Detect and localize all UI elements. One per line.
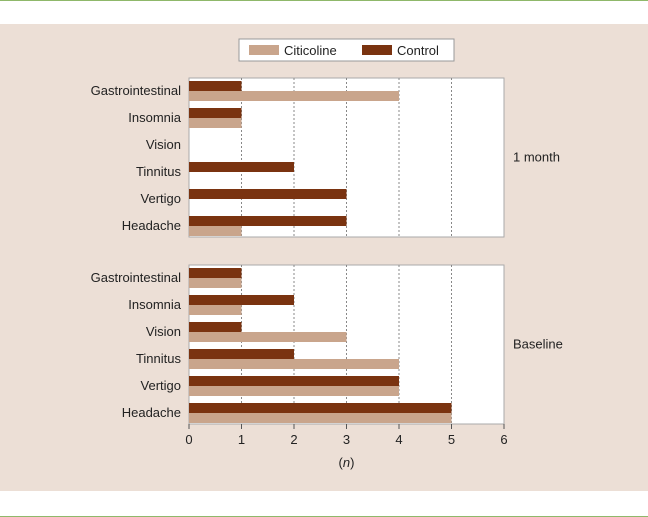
bar-control-vision	[189, 322, 242, 332]
bar-citicoline-headache	[189, 226, 242, 236]
plot-area-0	[188, 77, 505, 238]
bar-control-tinnitus	[189, 162, 294, 172]
bar-control-vertigo	[189, 189, 347, 199]
bar-control-headache	[189, 403, 452, 413]
plot-area-1	[188, 264, 505, 425]
bar-citicoline-tinnitus	[189, 359, 399, 369]
category-label: Gastrointestinal	[91, 83, 181, 98]
category-label: Headache	[122, 405, 181, 420]
bar-control-gastrointestinal	[189, 268, 242, 278]
panel-label: 1 month	[513, 150, 560, 165]
bar-citicoline-insomnia	[189, 305, 242, 315]
panel-label: Baseline	[513, 337, 563, 352]
bar-citicoline-gastrointestinal	[189, 91, 399, 101]
bar-control-insomnia	[189, 295, 294, 305]
legend-swatch-citicoline	[249, 45, 279, 55]
bar-citicoline-insomnia	[189, 118, 242, 128]
x-tick-label: 1	[238, 432, 245, 447]
category-label: Insomnia	[128, 110, 182, 125]
category-label: Vertigo	[141, 191, 181, 206]
legend-label-citicoline: Citicoline	[284, 43, 337, 58]
category-label: Vision	[146, 324, 181, 339]
bar-control-tinnitus	[189, 349, 294, 359]
legend-box	[238, 38, 455, 62]
bar-control-vertigo	[189, 376, 399, 386]
bar-control-insomnia	[189, 108, 242, 118]
x-axis-label: (n)	[339, 455, 355, 470]
x-tick-label: 2	[290, 432, 297, 447]
bar-citicoline-vertigo	[189, 386, 399, 396]
category-label: Vertigo	[141, 378, 181, 393]
x-tick-label: 6	[500, 432, 507, 447]
bar-citicoline-vision	[189, 332, 347, 342]
bar-citicoline-gastrointestinal	[189, 278, 242, 288]
category-label: Headache	[122, 218, 181, 233]
x-tick-label: 4	[395, 432, 402, 447]
x-tick-label: 3	[343, 432, 350, 447]
x-tick-label: 5	[448, 432, 455, 447]
top-rule	[0, 0, 648, 1]
category-label: Tinnitus	[136, 351, 182, 366]
legend-label-control: Control	[397, 43, 439, 58]
bar-control-headache	[189, 216, 347, 226]
category-label: Insomnia	[128, 297, 182, 312]
category-label: Vision	[146, 137, 181, 152]
x-tick-label: 0	[185, 432, 192, 447]
category-label: Tinnitus	[136, 164, 182, 179]
bar-citicoline-headache	[189, 413, 452, 423]
legend-swatch-control	[362, 45, 392, 55]
bar-control-gastrointestinal	[189, 81, 242, 91]
category-label: Gastrointestinal	[91, 270, 181, 285]
